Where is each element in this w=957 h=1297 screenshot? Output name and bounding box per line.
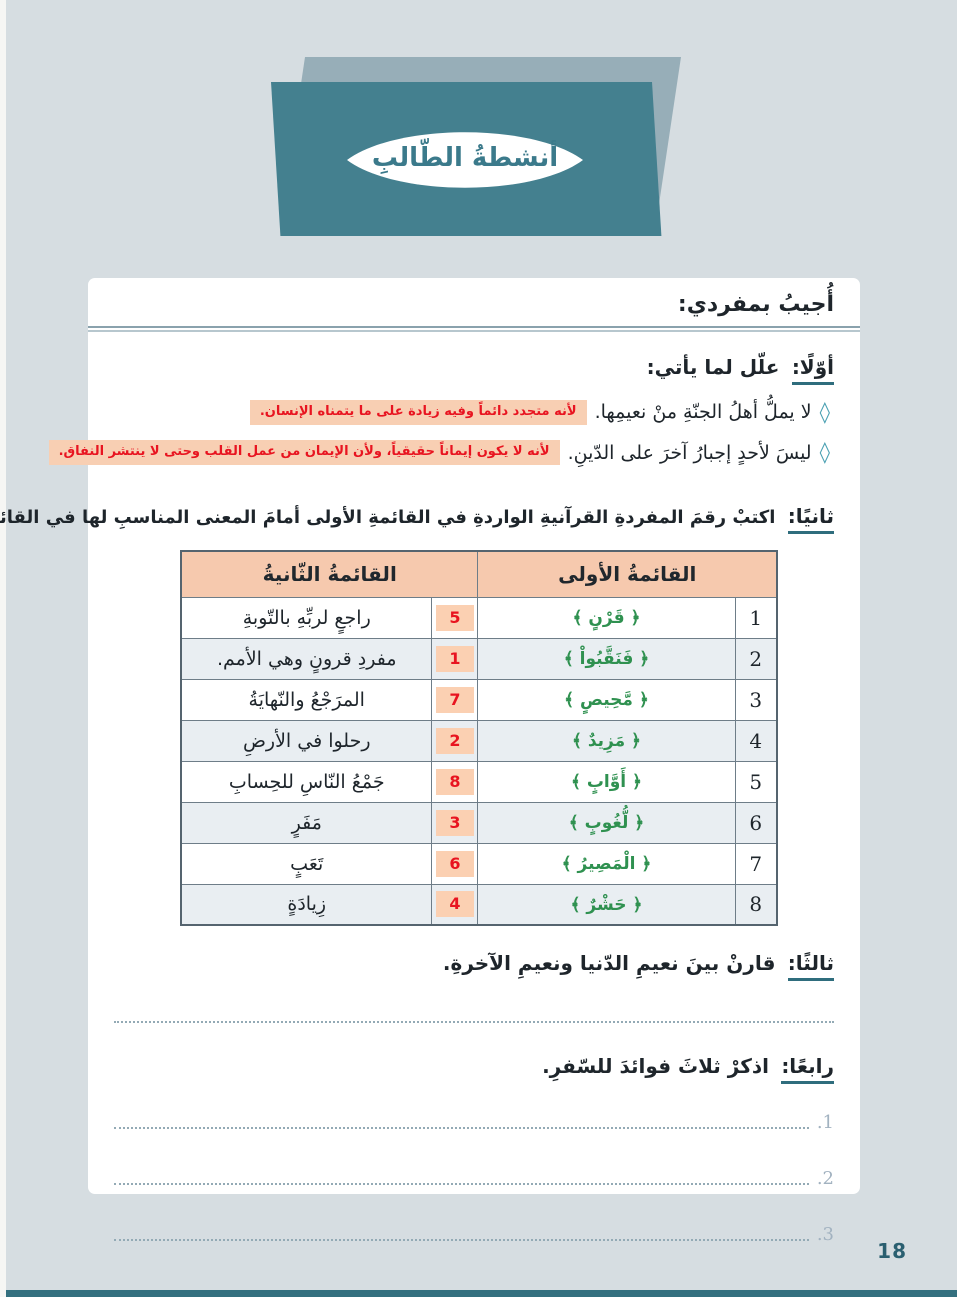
question-item-2: ◊ ليسَ لأحدٍ إجبارُ آخرَ على الدّينِ. لأ… bbox=[48, 439, 830, 466]
section-third-label: ثالثًا: bbox=[787, 950, 834, 982]
table-row: 4 ﴿ مَزِيدٌ ﴾ 2 رحلوا في الأرضِ bbox=[180, 719, 778, 762]
row-number: 1 bbox=[734, 596, 778, 639]
answer-number: 4 bbox=[435, 891, 474, 918]
section-first-header: أوّلًا: علّل لما يأتي: bbox=[114, 352, 834, 385]
quran-word: ﴿ أَوَّابٍ ﴾ bbox=[477, 760, 736, 803]
answer-cell: 8 bbox=[431, 760, 479, 803]
section-second-prompt: اكتبْ رقمَ المفردةِ القرآنيةِ الواردةِ ف… bbox=[0, 507, 776, 529]
answer-text: لأنه متجدد دائماً وفيه زيادة على ما يتمن… bbox=[249, 399, 587, 425]
meaning-text: مَفَرٍ bbox=[180, 801, 433, 844]
section-third-header: ثالثًا: قارنْ بينَ نعيمِ الدّنيا ونعيمِ … bbox=[114, 948, 834, 982]
meaning-text: المرَجْعُ والنّهايَةُ bbox=[180, 678, 433, 721]
bottom-edge-strip bbox=[6, 1290, 957, 1297]
table-row: 1 ﴿ قَرْنٍ ﴾ 5 راجعٍ لربِّهِ بالتّوبةِ bbox=[180, 596, 778, 639]
meaning-text: زِيادَةٍ bbox=[180, 883, 433, 926]
answer-line-number: 1. bbox=[816, 1112, 834, 1134]
row-number: 3 bbox=[734, 678, 778, 721]
section-third-prompt: قارنْ بينَ نعيمِ الدّنيا ونعيمِ الآخرةِ. bbox=[442, 951, 776, 976]
heading-divider bbox=[88, 325, 860, 332]
section-fourth-header: رابعًا: اذكرْ ثلاثَ فوائدَ للسّفرِ. bbox=[114, 1051, 834, 1085]
answer-cell: 2 bbox=[431, 719, 479, 762]
table-header-row: القائمةُ الأولى القائمةُ الثّانيةُ bbox=[180, 550, 778, 598]
answer-line bbox=[114, 1021, 834, 1024]
answer-number: 5 bbox=[435, 604, 474, 631]
row-number: 6 bbox=[734, 801, 778, 844]
question-text: لا يملُّ أهلُ الجنّةِ منْ نعيمِها. bbox=[594, 401, 812, 424]
table-header-list1: القائمةُ الأولى bbox=[477, 550, 778, 598]
answer-number: 7 bbox=[435, 686, 474, 713]
meaning-text: راجعٍ لربِّهِ بالتّوبةِ bbox=[180, 596, 433, 639]
table-row: 8 ﴿ حَشْرٌ ﴾ 4 زِيادَةٍ bbox=[180, 883, 778, 926]
table-row: 6 ﴿ لُّغُوبٍ ﴾ 3 مَفَرٍ bbox=[180, 801, 778, 844]
answer-cell: 5 bbox=[431, 596, 479, 639]
answer-number: 1 bbox=[435, 645, 474, 672]
quran-word: ﴿ فَنَقَّبُواْ ﴾ bbox=[477, 637, 736, 680]
worksheet-card: أُجيبُ بمفردي: أوّلًا: علّل لما يأتي: ◊ … bbox=[0, 278, 860, 1244]
eye-lens-icon bbox=[347, 132, 583, 188]
table-header-list2: القائمةُ الثّانيةُ bbox=[180, 550, 479, 598]
answer-line-number: 3. bbox=[816, 1224, 834, 1246]
section-second-header: ثانيًا: اكتبْ رقمَ المفردةِ القرآنيةِ ال… bbox=[0, 501, 834, 535]
answer-line bbox=[114, 1127, 809, 1130]
left-edge-strip bbox=[0, 0, 6, 1297]
meaning-text: جَمْعُ النّاسِ للحِسابِ bbox=[180, 760, 433, 803]
answer-cell: 3 bbox=[431, 801, 479, 844]
answer-cell: 1 bbox=[431, 637, 479, 680]
quran-word: ﴿ مَزِيدٌ ﴾ bbox=[477, 719, 736, 762]
question-item-1: ◊ لا يملُّ أهلُ الجنّةِ منْ نعيمِها. لأن… bbox=[114, 399, 830, 425]
quran-word: ﴿ الْمَصِيرُ ﴾ bbox=[477, 842, 736, 885]
section-first-label: أوّلًا: bbox=[791, 354, 834, 385]
table-row: 2 ﴿ فَنَقَّبُواْ ﴾ 1 مفردِ قرونٍ وهي الأ… bbox=[180, 637, 778, 680]
answer-cell: 7 bbox=[431, 678, 479, 721]
meaning-text: تَعَبٍ bbox=[180, 842, 433, 885]
worksheet-heading: أُجيبُ بمفردي: bbox=[677, 292, 834, 317]
answer-cell: 6 bbox=[431, 842, 479, 885]
answer-text: لأنه لا يكون إيماناً حقيقياً، ولأن الإيم… bbox=[48, 439, 560, 466]
numbered-answer-line: 3. bbox=[114, 1226, 834, 1244]
numbered-answer-line: 2. bbox=[114, 1170, 834, 1188]
section-first-prompt: علّل لما يأتي: bbox=[646, 354, 780, 379]
question-text: ليسَ لأحدٍ إجبارُ آخرَ على الدّينِ. bbox=[567, 441, 812, 464]
row-number: 2 bbox=[734, 637, 778, 680]
row-number: 4 bbox=[734, 719, 778, 762]
diamond-bullet-icon: ◊ bbox=[819, 440, 830, 465]
banner-title: أنشطةُ الطّالبِ bbox=[371, 143, 559, 173]
answer-number: 8 bbox=[435, 768, 474, 795]
numbered-answer-line: 1. bbox=[114, 1114, 834, 1132]
section-fourth-prompt: اذكرْ ثلاثَ فوائدَ للسّفرِ. bbox=[542, 1054, 769, 1079]
answer-line bbox=[114, 1183, 809, 1186]
quran-word: ﴿ لُّغُوبٍ ﴾ bbox=[477, 801, 736, 844]
quran-word: ﴿ قَرْنٍ ﴾ bbox=[477, 596, 736, 639]
matching-table: القائمةُ الأولى القائمةُ الثّانيةُ 1 ﴿ ق… bbox=[179, 550, 778, 927]
table-row: 5 ﴿ أَوَّابٍ ﴾ 8 جَمْعُ النّاسِ للحِسابِ bbox=[180, 760, 778, 803]
answer-line-number: 2. bbox=[816, 1168, 834, 1190]
banner-eye-shape: أنشطةُ الطّالبِ bbox=[345, 120, 585, 200]
row-number: 7 bbox=[734, 842, 778, 885]
table-row: 3 ﴿ مَّحِيصٍ ﴾ 7 المرَجْعُ والنّهايَةُ bbox=[180, 678, 778, 721]
page-number: 18 bbox=[877, 1239, 907, 1263]
section-fourth-label: رابعًا: bbox=[781, 1053, 834, 1085]
table-row: 7 ﴿ الْمَصِيرُ ﴾ 6 تَعَبٍ bbox=[180, 842, 778, 885]
meaning-text: مفردِ قرونٍ وهي الأمم. bbox=[180, 637, 433, 680]
diamond-bullet-icon: ◊ bbox=[819, 399, 830, 424]
meaning-text: رحلوا في الأرضِ bbox=[180, 719, 433, 762]
quran-word: ﴿ مَّحِيصٍ ﴾ bbox=[477, 678, 736, 721]
answer-cell: 4 bbox=[431, 883, 479, 926]
answer-number: 3 bbox=[435, 809, 474, 836]
answer-line bbox=[114, 1239, 809, 1242]
row-number: 8 bbox=[734, 883, 778, 926]
row-number: 5 bbox=[734, 760, 778, 803]
answer-number: 2 bbox=[435, 727, 474, 754]
quran-word: ﴿ حَشْرٌ ﴾ bbox=[477, 883, 736, 926]
answer-number: 6 bbox=[435, 850, 474, 877]
section-second-label: ثانيًا: bbox=[787, 503, 834, 535]
